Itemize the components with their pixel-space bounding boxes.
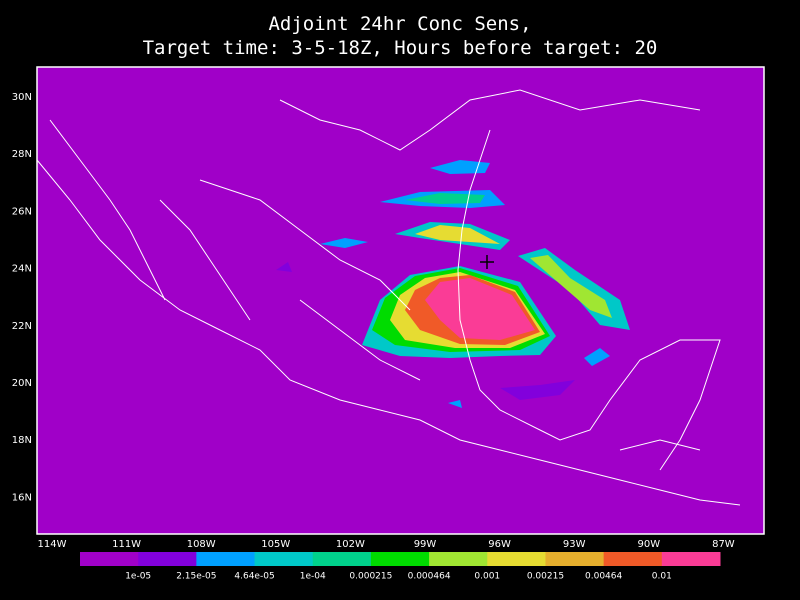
colorbar-swatch bbox=[370, 552, 430, 566]
title-line: Target time: 3-5-18Z, Hours before targe… bbox=[143, 37, 658, 59]
colorbar-label: 0.00464 bbox=[585, 572, 622, 582]
lat-label: 22N bbox=[12, 321, 32, 332]
colorbar-swatch bbox=[661, 552, 721, 566]
lat-label: 18N bbox=[12, 435, 32, 446]
colorbar-label: 0.000464 bbox=[408, 572, 451, 582]
colorbar-swatch bbox=[429, 552, 488, 566]
lat-label: 24N bbox=[12, 264, 32, 275]
colorbar-swatch bbox=[254, 552, 314, 566]
lon-label: 87W bbox=[712, 539, 735, 550]
lon-label: 99W bbox=[414, 539, 437, 550]
colorbar-swatch bbox=[312, 552, 372, 566]
lon-label: 114W bbox=[38, 539, 67, 550]
colorbar-swatch bbox=[138, 552, 197, 566]
title-line: Adjoint 24hr Conc Sens, bbox=[268, 13, 531, 35]
lat-label: 28N bbox=[12, 149, 32, 160]
lon-label: 90W bbox=[637, 539, 660, 550]
lat-label: 26N bbox=[12, 206, 32, 217]
lat-label: 30N bbox=[12, 92, 32, 103]
colorbar-label: 1e-05 bbox=[125, 572, 151, 582]
colorbar-swatch bbox=[80, 552, 139, 566]
lon-label: 105W bbox=[261, 539, 290, 550]
colorbar-swatch bbox=[545, 552, 605, 566]
target-marker bbox=[480, 255, 494, 269]
lon-label: 111W bbox=[112, 539, 141, 550]
colorbar-label: 4.64e-05 bbox=[234, 572, 274, 582]
colorbar-swatch bbox=[603, 552, 663, 566]
colorbar-label: 0.000215 bbox=[349, 572, 392, 582]
colorbar-swatch bbox=[196, 552, 256, 566]
lon-label: 93W bbox=[563, 539, 586, 550]
colorbar-label: 1e-04 bbox=[300, 572, 326, 582]
lon-label: 96W bbox=[488, 539, 511, 550]
lon-label: 102W bbox=[336, 539, 365, 550]
lat-label: 20N bbox=[12, 378, 32, 389]
colorbar-swatch bbox=[487, 552, 546, 566]
sensitivity-field bbox=[276, 160, 630, 408]
coastlines bbox=[36, 89, 741, 506]
colorbar-label: 0.00215 bbox=[527, 572, 564, 582]
colorbar-label: 0.01 bbox=[652, 572, 672, 582]
colorbar-label: 0.001 bbox=[474, 572, 500, 582]
lon-label: 108W bbox=[187, 539, 216, 550]
lat-label: 16N bbox=[12, 492, 32, 503]
colorbar-label: 2.15e-05 bbox=[176, 572, 216, 582]
